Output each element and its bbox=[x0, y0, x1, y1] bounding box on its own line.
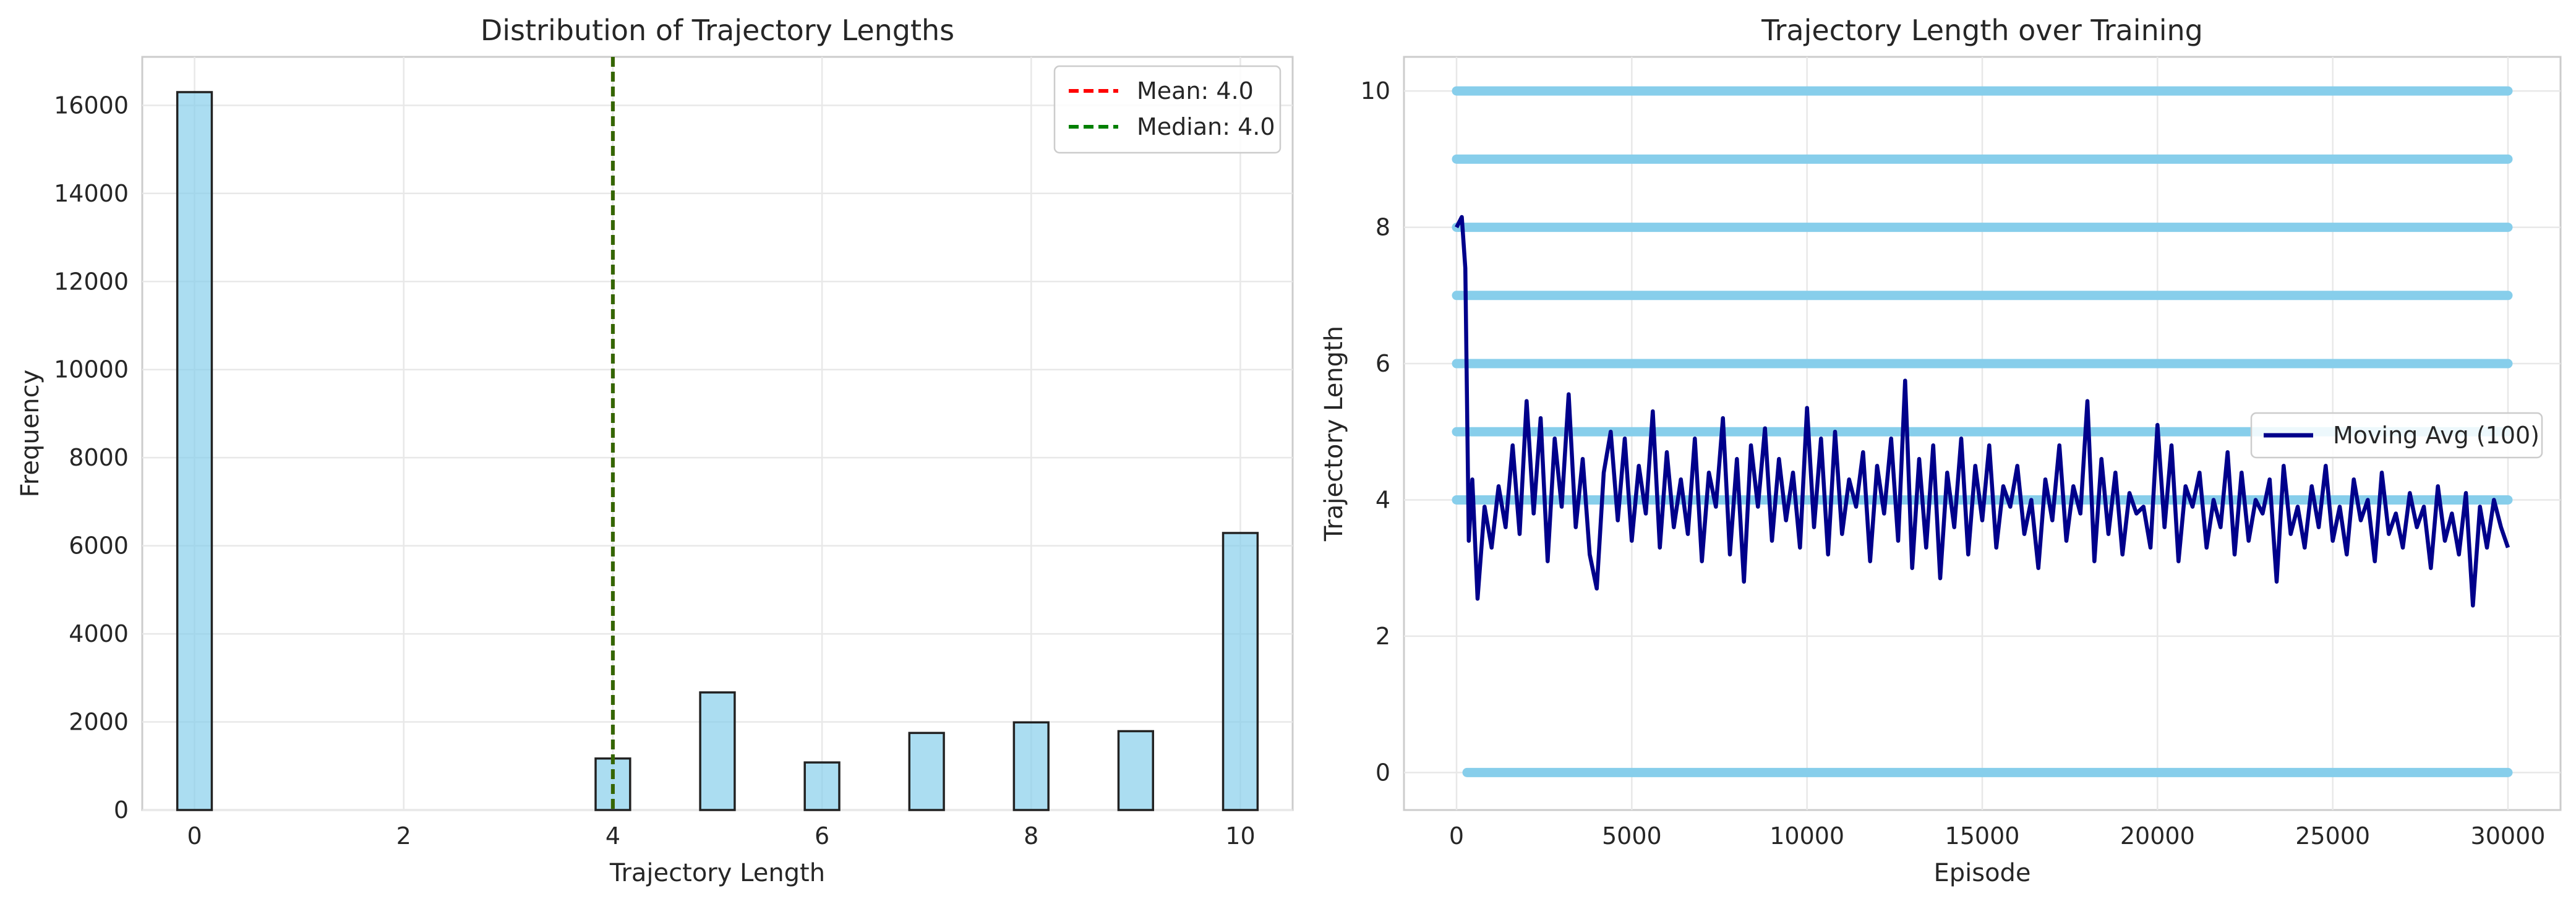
chart2-legend-box bbox=[2250, 412, 2543, 459]
chart1-bars bbox=[176, 91, 1259, 811]
chart1-y-tick-label: 2000 bbox=[69, 709, 129, 736]
chart2-series-line bbox=[1455, 215, 2510, 608]
chart1-x-tick-label: 0 bbox=[187, 822, 202, 850]
training-chart: Trajectory Length over Training 0 5000 100… bbox=[1320, 14, 2562, 887]
chart2-x-tick-label: 30000 bbox=[2471, 822, 2546, 850]
chart2-x-label: Episode bbox=[1933, 859, 2030, 887]
chart1-bar bbox=[908, 731, 945, 811]
chart1-y-tick-label: 8000 bbox=[69, 444, 129, 471]
chart1-bar bbox=[699, 691, 736, 811]
chart2-title: Trajectory Length over Training bbox=[1761, 14, 2203, 47]
chart1-legend-box bbox=[1053, 65, 1282, 154]
chart2-x-tick-label: 20000 bbox=[2120, 822, 2195, 850]
histogram-chart: Distribution of Trajectory Lengths 0 2 4 6 8… bbox=[16, 14, 1294, 887]
chart1-y-tick-label: 10000 bbox=[54, 356, 129, 383]
chart1-bar bbox=[1117, 730, 1155, 811]
chart2-x-ticks: 0 5000 10000 15000 20000 25000 30000 bbox=[1449, 822, 2546, 850]
chart1-y-tick-label: 12000 bbox=[54, 268, 129, 295]
chart1-y-tick-label: 14000 bbox=[54, 180, 129, 207]
chart2-moving-average bbox=[1455, 215, 2510, 608]
chart1-x-tick-label: 4 bbox=[605, 822, 620, 850]
chart1-x-ticks: 0 2 4 6 8 10 bbox=[187, 822, 1255, 850]
chart1-bar bbox=[1222, 532, 1259, 811]
chart1-bar bbox=[1012, 721, 1050, 811]
chart1-y-label: Frequency bbox=[16, 370, 45, 498]
chart2-y-tick-label: 2 bbox=[1376, 623, 1390, 650]
chart1-bar bbox=[803, 761, 841, 811]
chart2-y-label: Trajectory Length bbox=[1320, 326, 1348, 542]
chart1-plot-area bbox=[141, 56, 1294, 811]
chart1-x-tick-label: 10 bbox=[1225, 822, 1255, 850]
chart2-x-tick-label: 15000 bbox=[1945, 822, 2020, 850]
chart2-x-tick-label: 10000 bbox=[1769, 822, 1844, 850]
chart1-y-tick-label: 0 bbox=[114, 796, 129, 824]
chart1-x-label: Trajectory Length bbox=[609, 859, 825, 887]
chart2-y-tick-label: 0 bbox=[1376, 759, 1390, 786]
chart1-x-tick-label: 8 bbox=[1024, 822, 1038, 850]
chart1-y-ticks: 0 2000 4000 6000 8000 10000 12000 14000 16000 bbox=[54, 92, 129, 824]
chart1-legend: Mean: 4.0 Median: 4.0 bbox=[1053, 65, 1282, 154]
chart2-y-tick-label: 8 bbox=[1376, 214, 1390, 241]
chart1-y-tick-label: 6000 bbox=[69, 532, 129, 560]
chart2-x-tick-label: 5000 bbox=[1602, 822, 1662, 850]
chart1-legend-median-label: Median: 4.0 bbox=[1137, 113, 1275, 140]
chart2-x-tick-label: 25000 bbox=[2295, 822, 2370, 850]
chart1-legend-mean-label: Mean: 4.0 bbox=[1137, 77, 1254, 104]
chart2-y-tick-label: 4 bbox=[1376, 486, 1390, 513]
chart1-title: Distribution of Trajectory Lengths bbox=[481, 14, 954, 47]
chart2-x-tick-label: 0 bbox=[1449, 822, 1464, 850]
chart2-y-tick-label: 10 bbox=[1361, 77, 1390, 104]
chart2-legend-label: Moving Avg (100) bbox=[2333, 422, 2540, 449]
chart2-legend: Moving Avg (100) bbox=[2250, 412, 2543, 459]
chart1-x-tick-label: 6 bbox=[815, 822, 829, 850]
chart1-y-tick-label: 16000 bbox=[54, 92, 129, 119]
chart1-x-tick-label: 2 bbox=[396, 822, 411, 850]
chart1-bar bbox=[176, 91, 213, 811]
chart2-y-ticks: 0 2 4 6 8 10 bbox=[1361, 77, 1390, 786]
chart2-y-tick-label: 6 bbox=[1376, 350, 1390, 377]
chart1-y-tick-label: 4000 bbox=[69, 620, 129, 647]
